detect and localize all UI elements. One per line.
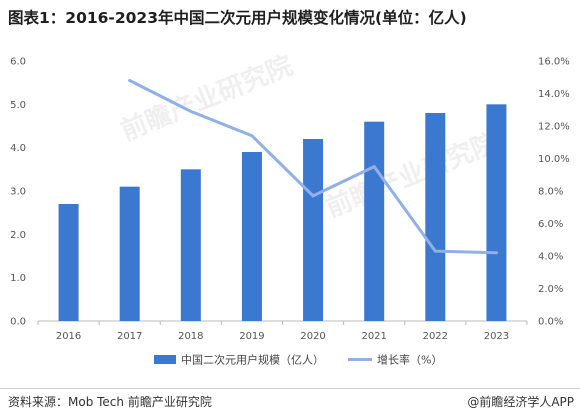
right-tick-label: 4.0% xyxy=(538,252,563,263)
left-tick-label: 5.0 xyxy=(10,100,26,111)
right-tick-label: 10.0% xyxy=(538,154,570,165)
footer-divider xyxy=(0,388,580,389)
line-point xyxy=(372,165,376,169)
legend-label: 中国二次元用户规模（亿人） xyxy=(181,353,324,367)
brand-label: @前瞻经济学人APP xyxy=(467,395,574,409)
bar xyxy=(241,152,262,321)
line-point xyxy=(494,251,498,255)
bar xyxy=(486,104,507,321)
chart-title: 图表1：2016-2023年中国二次元用户规模变化情况(单位：亿人) xyxy=(8,9,467,27)
x-tick-label: 2021 xyxy=(361,331,386,342)
right-tick-label: 6.0% xyxy=(538,219,563,230)
legend-label: 增长率（%） xyxy=(377,353,442,367)
right-tick-label: 12.0% xyxy=(538,122,570,133)
source-note: 资料来源：Mob Tech 前瞻产业研究院 xyxy=(8,395,212,409)
line-point xyxy=(250,134,254,138)
right-tick-label: 2.0% xyxy=(538,284,563,295)
left-tick-label: 2.0 xyxy=(10,230,26,241)
bar xyxy=(58,204,79,321)
right-tick-label: 0.0% xyxy=(538,317,563,328)
left-tick-label: 4.0 xyxy=(10,143,26,154)
bar xyxy=(303,139,324,321)
line-point xyxy=(128,79,132,82)
x-axis: 2016 2017 2018 2019 2020 2021 2022 2023 xyxy=(37,321,528,342)
legend-swatch-bar xyxy=(154,355,176,364)
bar xyxy=(364,121,385,322)
bar xyxy=(180,169,201,321)
bar-series xyxy=(58,104,507,322)
x-tick-label: 2023 xyxy=(484,331,509,342)
line-point xyxy=(189,109,193,113)
x-tick-label: 2018 xyxy=(178,331,203,342)
right-tick-label: 14.0% xyxy=(538,89,570,100)
right-tick-label: 8.0% xyxy=(538,187,563,198)
line-point xyxy=(311,194,315,198)
left-tick-label: 0.0 xyxy=(10,317,26,328)
x-tick-label: 2022 xyxy=(423,331,448,342)
left-tick-label: 3.0 xyxy=(10,187,26,198)
bar xyxy=(425,113,446,321)
x-tick-label: 2019 xyxy=(239,331,264,342)
line-point xyxy=(433,249,437,253)
left-tick-label: 1.0 xyxy=(10,273,26,284)
x-tick-label: 2016 xyxy=(56,331,81,342)
right-tick-label: 16.0% xyxy=(538,57,570,68)
x-tick-label: 2020 xyxy=(300,331,325,342)
line-series xyxy=(128,79,498,255)
left-axis: 0.0 1.0 2.0 3.0 4.0 5.0 6.0 xyxy=(10,57,26,328)
x-tick-label: 2017 xyxy=(117,331,142,342)
bar xyxy=(119,186,140,321)
right-axis: 0.0% 2.0% 4.0% 6.0% 8.0% 10.0% 12.0% 14.0% 16.0% xyxy=(538,57,570,328)
left-tick-label: 6.0 xyxy=(10,57,26,68)
legend: 中国二次元用户规模（亿人） 增长率（%） xyxy=(154,353,442,367)
